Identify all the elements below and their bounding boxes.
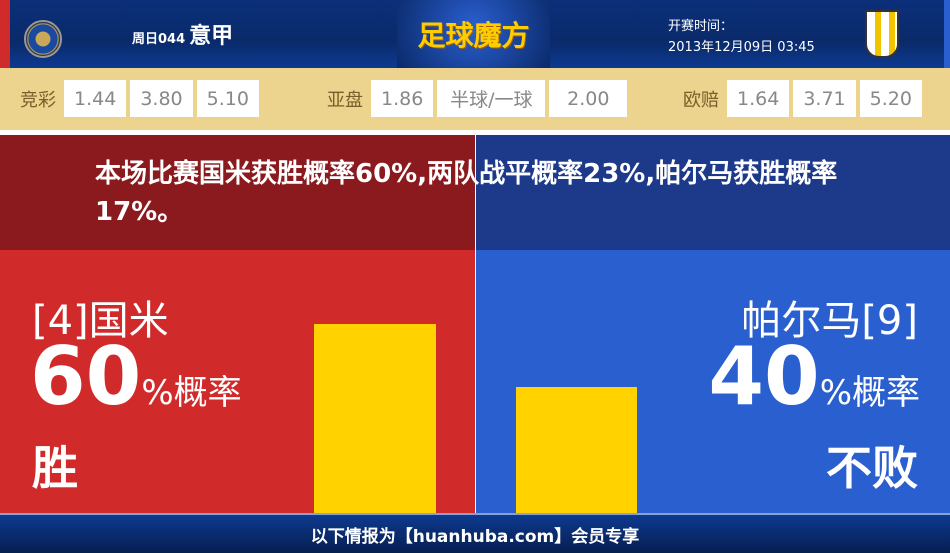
summary-band-away [476,135,950,250]
home-probability-bar [314,324,436,513]
brand-logo: 足球魔方 [397,0,550,68]
away-result: 不败 [826,441,918,495]
odds-value: 1.64 [727,80,790,117]
odds-value: 2.00 [549,80,628,117]
league-info: 周日044 意甲 [132,18,233,50]
odds-value: 3.80 [130,80,193,117]
probability-summary: 本场比赛国米获胜概率60%,两队战平概率23%,帕尔马获胜概率17%。 [95,159,838,227]
odds-value: 半球/一球 [437,80,546,117]
league-name: 意甲 [189,24,234,49]
kickoff-time: 2013年12月09日 03:45 [668,40,815,55]
parma-logo-icon [865,10,899,58]
away-percent-value: 40 [708,330,820,423]
away-probability-bar [516,387,637,513]
odds-label: 竞彩 [20,89,56,111]
home-percent-suffix: %概率 [141,373,242,413]
inter-logo-icon [24,20,62,58]
away-team-name: 帕尔马[9] [741,298,918,344]
odds-oupei: 欧赔 1.64 3.71 5.20 [683,80,922,117]
odds-value: 1.44 [64,80,127,117]
odds-value: 5.10 [196,80,259,117]
home-team-name: [4]国米 [32,298,169,344]
home-result: 胜 [32,441,78,495]
home-percent-value: 60 [30,330,142,423]
away-percent: 40%概率 [708,330,920,423]
member-footer[interactable]: 以下情报为【huanhuba.com】会员专享 [0,513,950,553]
match-number: 周日044 [132,32,186,47]
odds-value: 5.20 [859,80,922,117]
summary-band-home [0,135,475,250]
home-percent: 60%概率 [30,330,242,423]
odds-jingcai: 竞彩 1.44 3.80 5.10 [20,80,259,117]
odds-bar: 竞彩 1.44 3.80 5.10 亚盘 1.86 半球/一球 2.00 欧赔 … [0,68,950,130]
odds-label: 亚盘 [327,89,363,111]
odds-value: 1.86 [371,80,434,117]
kickoff-info: 开赛时间： 2013年12月09日 03:45 [668,16,815,58]
away-percent-suffix: %概率 [819,373,920,413]
kickoff-label: 开赛时间： [668,19,734,34]
odds-yapan: 亚盘 1.86 半球/一球 2.00 [327,80,628,117]
odds-label: 欧赔 [683,89,719,111]
odds-value: 3.71 [793,80,856,117]
